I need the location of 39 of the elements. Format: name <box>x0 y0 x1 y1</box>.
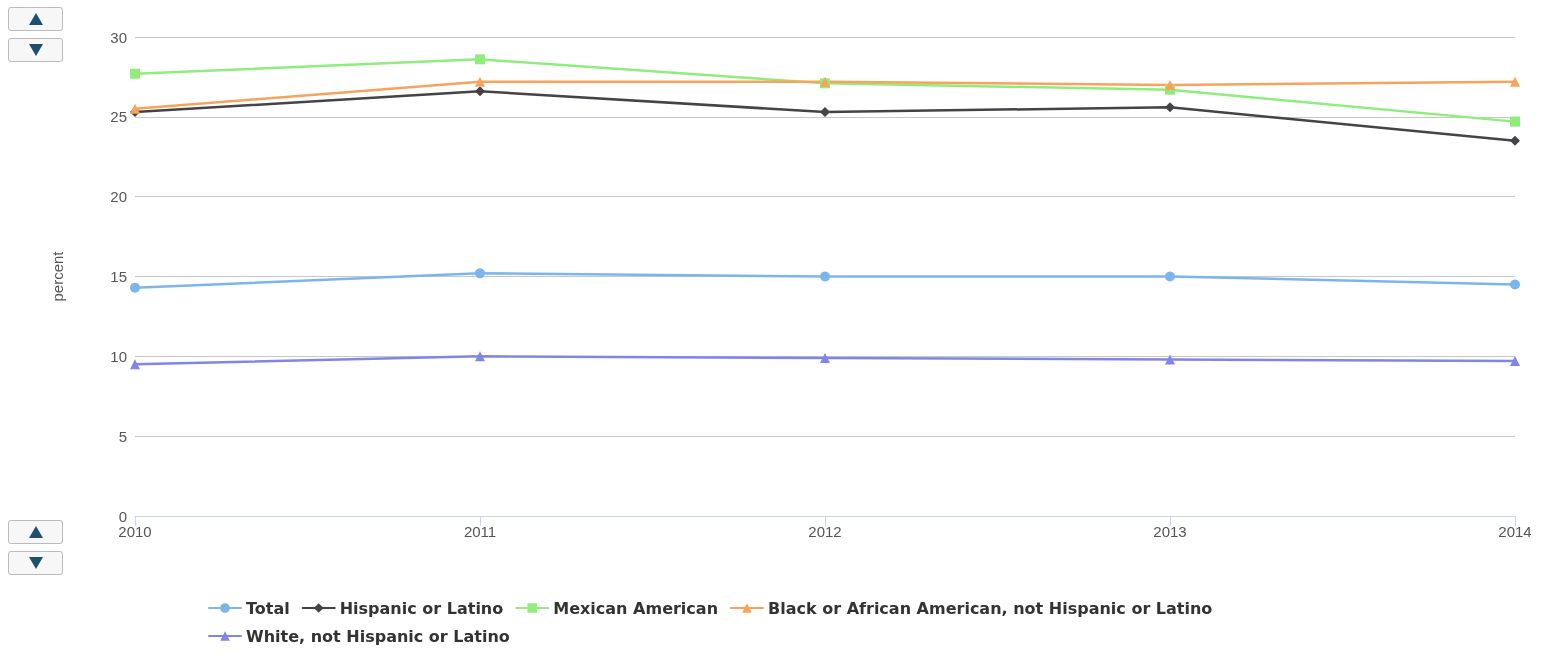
point <box>820 107 830 118</box>
x-tick-label: 2011 <box>463 523 497 540</box>
x-tick-label: 2012 <box>808 523 842 540</box>
y-axis-title: percent <box>49 250 66 302</box>
legend-label: White, not Hispanic or Latino <box>246 626 510 646</box>
point <box>1510 356 1520 367</box>
point <box>1510 116 1520 127</box>
legend-label: Black or African American, not Hispanic or Latino <box>768 598 1213 618</box>
y-tick-label: 10 <box>110 347 127 365</box>
point <box>820 271 830 282</box>
point <box>1165 79 1175 90</box>
point <box>1165 102 1175 113</box>
point <box>475 268 485 279</box>
point <box>475 86 485 97</box>
point <box>1510 135 1520 146</box>
point <box>1510 279 1520 290</box>
y-tick-label: 25 <box>110 108 127 126</box>
point <box>820 352 830 363</box>
y-tick-label: 30 <box>110 28 127 46</box>
x-tick-label: 2013 <box>1153 523 1187 540</box>
point <box>130 359 140 370</box>
x-tick-label: 2010 <box>118 523 152 540</box>
point <box>475 76 485 87</box>
point <box>1510 76 1520 87</box>
y-tick-label: 15 <box>110 268 127 285</box>
legend-label: Total <box>246 598 290 618</box>
point <box>130 282 140 293</box>
point <box>475 54 485 65</box>
y-tick-label: 20 <box>110 188 127 206</box>
point <box>475 351 485 362</box>
y-tick-label: 0 <box>118 507 127 525</box>
legend-label: Hispanic or Latino <box>339 598 504 618</box>
x-tick-label: 2014 <box>1498 523 1532 540</box>
point <box>130 103 140 114</box>
point <box>1165 354 1175 365</box>
point <box>130 68 140 79</box>
legend-label: Mexican American <box>553 598 719 618</box>
y-tick-label: 5 <box>118 427 127 445</box>
point <box>1165 271 1175 282</box>
